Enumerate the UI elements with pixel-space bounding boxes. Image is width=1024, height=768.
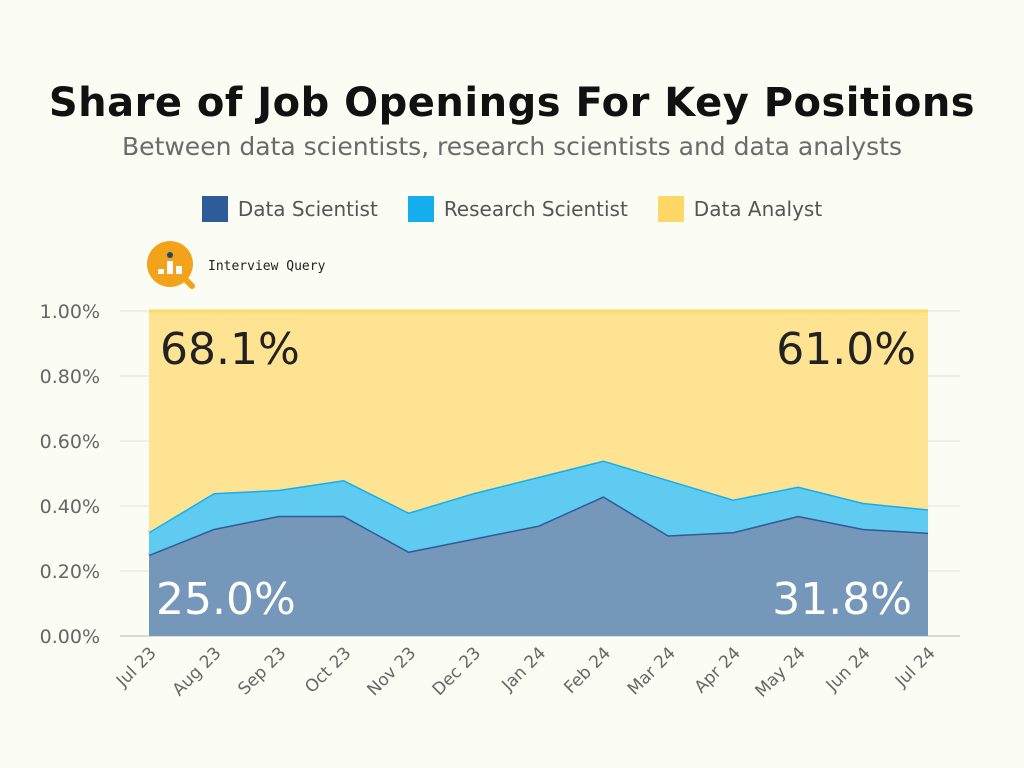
legend-swatch [407,196,434,222]
area-data-scientist [149,496,928,636]
annotation-analyst-end: 61.0% [776,324,916,375]
brand-logo: Interview Query [146,240,325,292]
x-tick-label: Feb 24 [560,643,615,698]
chart-title: Share of Job Openings For Key Positions [48,80,976,126]
legend-label: Data Scientist [237,197,378,221]
interview-query-logo-icon [147,241,195,289]
x-tick-label: Jan 24 [498,643,551,696]
x-tick-label: Apr 24 [691,643,745,697]
x-tick-label: Jul 23 [112,643,160,691]
legend-item-research-scientist: Research Scientist [407,196,628,222]
y-tick-label: 0.40% [40,496,100,518]
legend-swatch [201,196,228,222]
y-tick-label: 0.20% [40,561,100,583]
y-tick-label: 0.00% [40,626,100,648]
x-tick-label: Mar 24 [624,643,680,699]
x-tick-label: Dec 23 [429,643,486,700]
brand-name: Interview Query [208,258,326,274]
legend-item-data-scientist: Data Scientist [201,196,378,222]
legend-label: Research Scientist [443,197,628,221]
x-tick-label: May 24 [752,643,810,701]
x-tick-label: Oct 23 [301,643,355,697]
x-tick-label: Nov 23 [363,643,420,700]
y-tick-label: 0.80% [40,366,100,388]
area-research-scientist [149,460,928,555]
chart-subtitle: Between data scientists, research scient… [122,132,902,161]
annotation-scientist-end: 31.8% [772,574,912,625]
annotation-analyst-start: 68.1% [160,324,300,375]
area-data-analyst [149,311,928,532]
legend-item-data-analyst: Data Analyst [657,196,823,222]
x-tick-label: Jul 24 [891,643,939,691]
legend-swatch [657,196,684,222]
annotation-scientist-start: 25.0% [156,574,296,625]
x-tick-label: Sep 23 [234,643,290,699]
legend: Data Scientist Research Scientist Data A… [0,196,1024,222]
y-tick-label: 0.60% [40,431,100,453]
legend-label: Data Analyst [693,197,823,221]
x-tick-label: Aug 23 [169,643,226,700]
x-tick-label: Jun 24 [822,643,875,696]
y-tick-label: 1.00% [40,301,100,323]
